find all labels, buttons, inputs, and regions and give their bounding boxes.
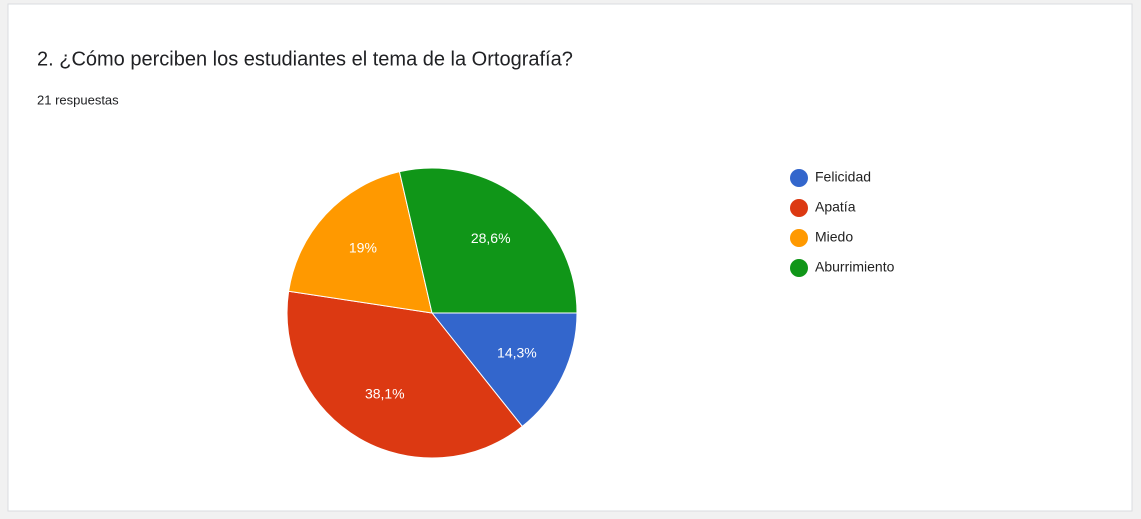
slice-label: 14,3% [497,345,537,361]
chart-title: 2. ¿Cómo perciben los estudiantes el tem… [37,48,573,70]
pie-slice [398,167,578,314]
slice-label: 28,6% [471,230,511,246]
legend-swatch [790,259,808,277]
slice-label: 19% [349,240,377,256]
chart-subtitle: 21 respuestas [37,92,119,107]
card [7,3,1133,512]
slice-label: 38,1% [365,385,405,401]
pie-slice [430,312,578,428]
legend-swatch [790,169,808,187]
legend-label: Miedo [815,229,853,245]
legend-swatch [790,229,808,247]
legend-label: Apatía [815,199,856,215]
legend-swatch [790,199,808,217]
pie-slice [288,171,433,314]
legend-label: Aburrimiento [815,259,895,275]
pie-slice [286,290,524,459]
legend-label: Felicidad [815,169,871,185]
